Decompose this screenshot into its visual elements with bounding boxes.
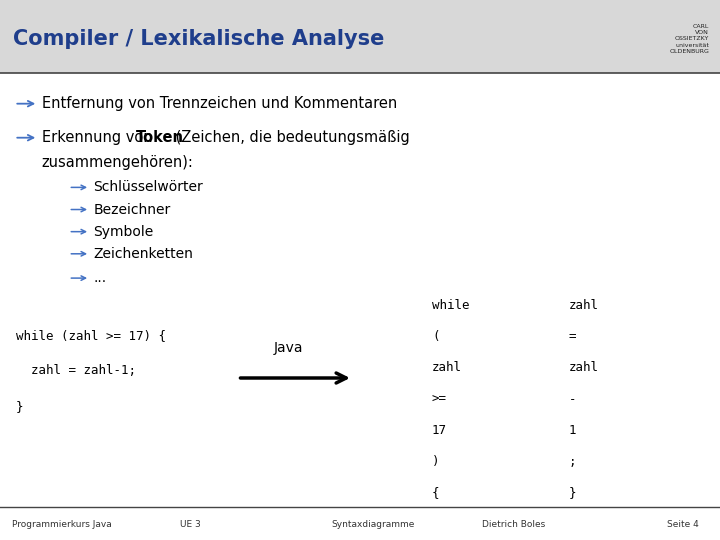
Text: -: - <box>569 393 576 406</box>
Text: }: } <box>569 487 576 500</box>
Text: (Zeichen, die bedeutungsmäßig: (Zeichen, die bedeutungsmäßig <box>171 130 410 145</box>
Text: zahl: zahl <box>432 361 462 374</box>
Text: CARL
VON
OSSIETZKY
universität
OLDENBURG: CARL VON OSSIETZKY universität OLDENBURG <box>670 24 709 54</box>
Text: ): ) <box>432 455 439 468</box>
Text: 1: 1 <box>569 424 576 437</box>
Text: zahl = zahl-1;: zahl = zahl-1; <box>16 364 136 377</box>
Text: >=: >= <box>432 393 447 406</box>
Text: Entfernung von Trennzeichen und Kommentaren: Entfernung von Trennzeichen und Kommenta… <box>42 96 397 111</box>
Text: Bezeichner: Bezeichner <box>94 202 171 217</box>
Text: }: } <box>16 400 23 413</box>
Text: ...: ... <box>94 271 107 285</box>
Text: 17: 17 <box>432 424 447 437</box>
Text: ;: ; <box>569 455 576 468</box>
Text: Compiler / Lexikalische Analyse: Compiler / Lexikalische Analyse <box>13 29 384 49</box>
Text: {: { <box>432 487 439 500</box>
Text: zahl: zahl <box>569 299 599 312</box>
Text: zahl: zahl <box>569 361 599 374</box>
Text: Schlüsselwörter: Schlüsselwörter <box>94 180 203 194</box>
Text: (: ( <box>432 330 439 343</box>
Text: while: while <box>432 299 469 312</box>
Text: while (zahl >= 17) {: while (zahl >= 17) { <box>16 329 166 342</box>
Bar <box>0 0 720 73</box>
Text: Syntaxdiagramme: Syntaxdiagramme <box>331 521 415 529</box>
Text: =: = <box>569 330 576 343</box>
Text: Dietrich Boles: Dietrich Boles <box>482 521 546 529</box>
Text: Erkennung von: Erkennung von <box>42 130 157 145</box>
Text: Java: Java <box>274 341 302 355</box>
Text: Zeichenketten: Zeichenketten <box>94 247 194 261</box>
Text: Token: Token <box>135 130 184 145</box>
Text: Symbole: Symbole <box>94 225 154 239</box>
Text: Programmierkurs Java: Programmierkurs Java <box>12 521 112 529</box>
Text: zusammengehören):: zusammengehören): <box>42 154 194 170</box>
Text: UE 3: UE 3 <box>180 521 201 529</box>
Text: Seite 4: Seite 4 <box>667 521 698 529</box>
